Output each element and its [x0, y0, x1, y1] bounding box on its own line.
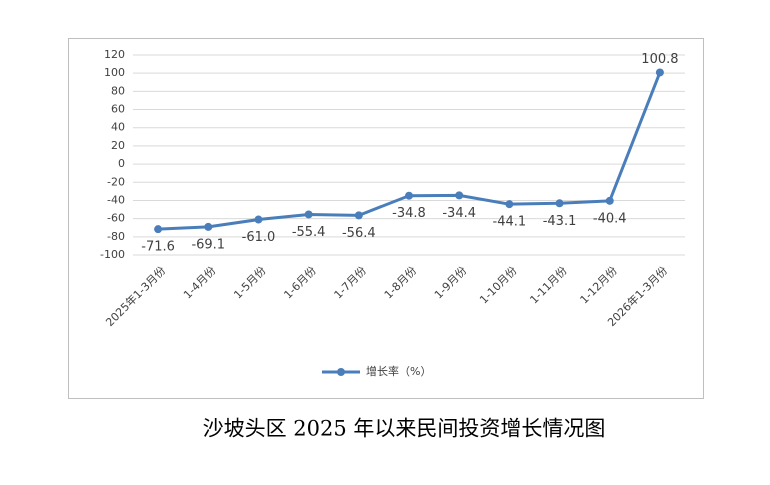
data-point: [555, 199, 564, 208]
data-label: -40.4: [593, 211, 627, 226]
y-tick-label: -20: [107, 175, 125, 188]
legend-marker: [337, 368, 345, 376]
data-point: [605, 196, 614, 205]
data-label: -55.4: [292, 225, 326, 240]
y-tick-label: 100: [104, 66, 125, 79]
y-tick-label: 60: [111, 103, 125, 116]
y-tick-label: -40: [107, 193, 125, 206]
data-point: [405, 191, 413, 200]
data-point: [655, 68, 664, 77]
y-tick-label: -60: [107, 212, 125, 225]
data-label: -44.1: [493, 215, 527, 230]
data-point: [254, 215, 263, 224]
data-point: [154, 225, 163, 234]
data-label: -71.6: [141, 240, 175, 255]
y-tick-label: 80: [111, 84, 125, 97]
y-tick-label: 0: [118, 157, 125, 170]
data-label: -34.8: [392, 206, 426, 221]
data-label: -61.0: [242, 230, 276, 245]
data-point: [505, 200, 514, 209]
data-point: [354, 211, 363, 220]
y-tick-label: 120: [104, 48, 125, 61]
data-label: -56.4: [342, 226, 376, 241]
data-point: [304, 210, 313, 219]
y-tick-label: -100: [100, 248, 125, 261]
data-label: -34.4: [442, 206, 476, 221]
y-tick-label: 40: [111, 121, 125, 134]
data-point: [455, 191, 464, 200]
data-label: -69.1: [191, 237, 225, 252]
data-point: [204, 222, 213, 231]
legend-label: 增长率（%）: [366, 364, 431, 378]
y-tick-label: 20: [111, 139, 125, 152]
data-label: -43.1: [543, 214, 577, 229]
chart-title: 沙坡头区 2025 年以来民间投资增长情况图: [203, 417, 606, 441]
y-tick-label: -80: [107, 230, 125, 243]
data-label: 100.8: [641, 52, 678, 67]
